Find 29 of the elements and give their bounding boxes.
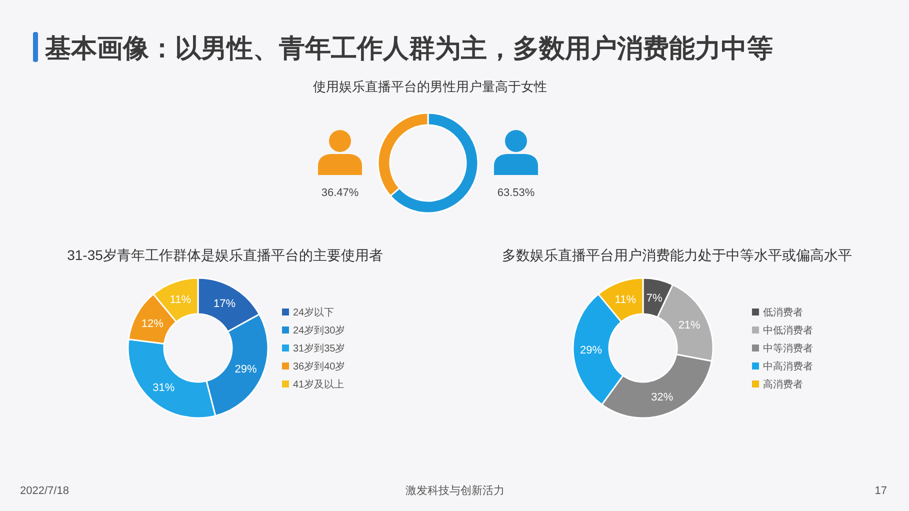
- legend-label: 41岁及以上: [293, 378, 344, 390]
- legend-label: 中低消费者: [763, 324, 813, 336]
- data-label: 11%: [170, 294, 192, 306]
- legend-label: 36岁到40岁: [293, 360, 346, 372]
- data-label: 12%: [141, 318, 164, 330]
- legend-label: 24岁以下: [293, 306, 334, 318]
- legend-label: 高消费者: [763, 378, 803, 390]
- text: 17: [874, 485, 887, 497]
- chart-subtitle: 使用娱乐直播平台的男性用户量高于女性: [313, 79, 547, 94]
- data-label: 31%: [152, 382, 175, 394]
- legend-label: 24岁到30岁: [293, 324, 346, 336]
- data-label: 36.47%: [321, 187, 359, 199]
- data-label: 29%: [234, 364, 257, 376]
- chart-title: 多数娱乐直播平台用户消费能力处于中等水平或偏高水平: [502, 247, 852, 263]
- chart-title: 31-35岁青年工作群体是娱乐直播平台的主要使用者: [67, 247, 383, 263]
- data-label: 29%: [580, 344, 602, 357]
- data-label: 21%: [678, 319, 701, 332]
- data-label: 63.53%: [497, 187, 535, 199]
- legend-label: 中高消费者: [763, 360, 813, 372]
- legend-label: 31岁到35岁: [293, 342, 346, 354]
- data-label: 32%: [651, 391, 674, 404]
- legend-label: 中等消费者: [763, 342, 813, 354]
- text: 2022/7/18: [20, 485, 69, 497]
- data-label: 17%: [213, 298, 236, 310]
- chart-title: 基本画像：以男性、青年工作人群为主，多数用户消费能力中等: [44, 33, 773, 63]
- legend-label: 低消费者: [763, 306, 803, 318]
- data-label: 11%: [614, 294, 636, 306]
- text: 激发科技与创新活力: [406, 484, 504, 497]
- data-label: 7%: [646, 292, 663, 304]
